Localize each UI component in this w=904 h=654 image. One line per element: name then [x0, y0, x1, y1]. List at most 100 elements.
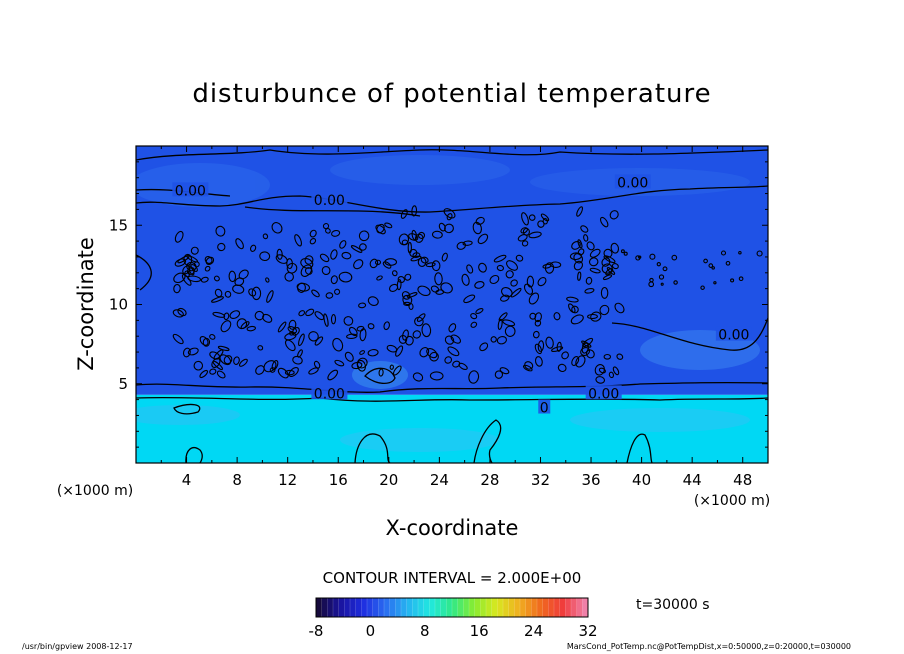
colorbar-tick-label: 0	[366, 622, 376, 640]
colorbar-cell	[350, 598, 356, 617]
colorbar-cell	[361, 598, 368, 617]
contour-blob	[713, 281, 717, 285]
contour-blob	[662, 266, 668, 272]
x-tick-label: 12	[278, 471, 297, 489]
contour-blob	[309, 229, 317, 238]
contour-blob	[599, 304, 610, 316]
contour-blob	[649, 253, 656, 260]
contour-blob	[577, 271, 582, 281]
contour-blob	[187, 347, 199, 356]
contour-blob	[447, 346, 460, 357]
contour-blob	[474, 281, 485, 289]
contour-blob	[193, 261, 200, 268]
colorbar-frame	[315, 597, 589, 618]
contour-blob	[263, 360, 277, 373]
contour-blob	[412, 372, 424, 382]
contour-blob	[215, 225, 226, 237]
contour-blob	[284, 271, 294, 282]
contour-blob	[586, 349, 595, 359]
contour-blob	[351, 361, 363, 370]
contour-blob	[720, 250, 727, 256]
contour-blob	[611, 263, 619, 270]
colorbar-cell	[480, 598, 487, 617]
contour-blob	[190, 246, 199, 255]
contour-blob	[314, 311, 325, 321]
contour-blob	[600, 286, 609, 299]
contour-blob	[656, 262, 661, 267]
contour-blob	[557, 363, 567, 373]
contour-blob	[616, 353, 624, 360]
x-axis-unit: (×1000 m)	[694, 493, 770, 509]
colorbar-cell	[384, 598, 390, 617]
contour-blob	[391, 270, 398, 277]
contour-blob	[209, 351, 221, 360]
contour-blob	[288, 367, 299, 377]
x-tick-label: 48	[733, 471, 752, 489]
contour-blob	[414, 316, 424, 327]
contour-blob	[700, 285, 705, 290]
contour-blob	[438, 222, 446, 232]
contour-blob	[573, 253, 584, 264]
contour-blob	[523, 283, 534, 295]
colorbar-cell	[582, 598, 589, 617]
contour-blob	[254, 310, 265, 321]
contour-blob	[199, 335, 209, 346]
contour-blob	[298, 333, 305, 347]
x-tick-label: 20	[379, 471, 398, 489]
contour-blob	[174, 258, 187, 267]
contour-blob	[238, 269, 249, 280]
contour-blob	[213, 275, 220, 282]
contour-blob	[756, 250, 763, 257]
contour-blob	[599, 216, 609, 228]
contour-blob	[583, 234, 589, 242]
contour-label: 0.00	[617, 175, 648, 191]
colorbar-cell	[520, 598, 526, 617]
plot-area	[136, 146, 768, 463]
colorbar-tick-label: 32	[578, 622, 597, 640]
contour-blob	[671, 254, 678, 261]
contour-blob	[462, 240, 473, 246]
contour-blob	[609, 210, 619, 220]
contour-blob	[534, 356, 543, 367]
colorbar-cell	[435, 598, 441, 617]
contour-blob	[725, 260, 731, 266]
contour-blob	[277, 367, 289, 379]
contour-blob	[313, 360, 321, 369]
contour-blob	[580, 225, 589, 233]
contour-blob	[304, 255, 314, 265]
contour-blob	[287, 326, 298, 334]
contour-blob	[224, 290, 232, 298]
contour-blob	[602, 274, 613, 281]
contour-blob	[595, 376, 606, 384]
contour-blob	[448, 323, 457, 333]
contour-blob	[236, 318, 248, 330]
contour-blob	[359, 328, 367, 342]
time-label: t=30000 s	[636, 597, 710, 613]
contour-blob	[477, 233, 489, 245]
contour-blob	[284, 369, 295, 376]
contour-blob	[463, 294, 476, 304]
colorbar-cell	[452, 598, 458, 617]
contour-lines	[136, 149, 768, 463]
contour-blob	[374, 259, 382, 266]
contour-label-bg	[614, 174, 651, 189]
contour-blob	[376, 223, 385, 234]
contour-blob	[585, 276, 593, 285]
contour-blob	[496, 264, 505, 272]
contour-blob	[308, 367, 319, 375]
contour-blob	[214, 288, 223, 298]
contour-interval-label: CONTOUR INTERVAL = 2.000E+00	[323, 569, 582, 587]
contour-blob	[417, 231, 426, 239]
contour-label: 0.00	[314, 193, 345, 209]
contour-blob	[532, 330, 540, 339]
contour-blob	[510, 279, 518, 287]
contour-blob	[173, 283, 181, 294]
contour-blob	[458, 362, 468, 371]
contour-blob	[358, 302, 367, 309]
y-axis-ticks: 5 10 15	[109, 161, 768, 448]
contour-blob	[407, 241, 412, 254]
contour-blob	[356, 359, 366, 372]
contour-blob	[703, 258, 708, 264]
contour-blob	[730, 278, 735, 283]
contour-blobs	[172, 205, 763, 384]
